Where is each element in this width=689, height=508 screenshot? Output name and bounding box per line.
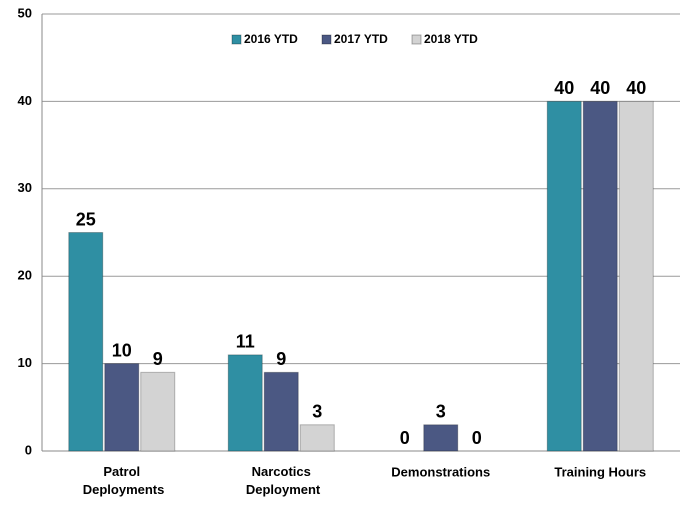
x-tick-label: Narcotics Deployment bbox=[242, 464, 321, 497]
legend-swatch bbox=[411, 34, 422, 45]
value-label: 40 bbox=[590, 78, 610, 98]
value-label: 3 bbox=[312, 402, 322, 422]
value-label: 40 bbox=[626, 78, 646, 98]
legend-label: 2016 YTD bbox=[244, 32, 298, 46]
legend-swatch bbox=[231, 34, 242, 45]
x-tick-label: Training Hours bbox=[554, 464, 646, 479]
bar bbox=[423, 424, 459, 452]
bar bbox=[227, 354, 263, 452]
y-tick-label: 30 bbox=[18, 180, 32, 195]
value-label: 11 bbox=[236, 332, 255, 352]
value-label: 3 bbox=[436, 402, 446, 422]
value-label: 9 bbox=[276, 349, 286, 369]
value-label: 0 bbox=[472, 428, 482, 448]
bar bbox=[68, 232, 104, 452]
value-label: 40 bbox=[554, 78, 574, 98]
bar bbox=[104, 363, 140, 452]
bar bbox=[299, 424, 335, 452]
y-tick-label: 50 bbox=[18, 5, 32, 20]
y-tick-label: 40 bbox=[18, 93, 32, 108]
value-label: 25 bbox=[76, 209, 96, 229]
bar bbox=[263, 371, 299, 452]
legend-swatch bbox=[321, 34, 332, 45]
value-label: 9 bbox=[153, 349, 163, 369]
bar bbox=[582, 100, 618, 452]
x-tick-label: Patrol Deployments bbox=[79, 464, 164, 497]
y-tick-label: 20 bbox=[18, 268, 32, 283]
legend-label: 2018 YTD bbox=[424, 32, 478, 46]
legend-label: 2017 YTD bbox=[334, 32, 388, 46]
value-label: 10 bbox=[112, 340, 132, 360]
bar bbox=[140, 371, 176, 452]
bar bbox=[618, 100, 654, 452]
x-tick-label: Demonstrations bbox=[391, 464, 490, 479]
value-label: 0 bbox=[400, 428, 410, 448]
y-tick-label: 0 bbox=[25, 442, 32, 457]
bar bbox=[546, 100, 582, 452]
y-tick-label: 10 bbox=[18, 355, 32, 370]
